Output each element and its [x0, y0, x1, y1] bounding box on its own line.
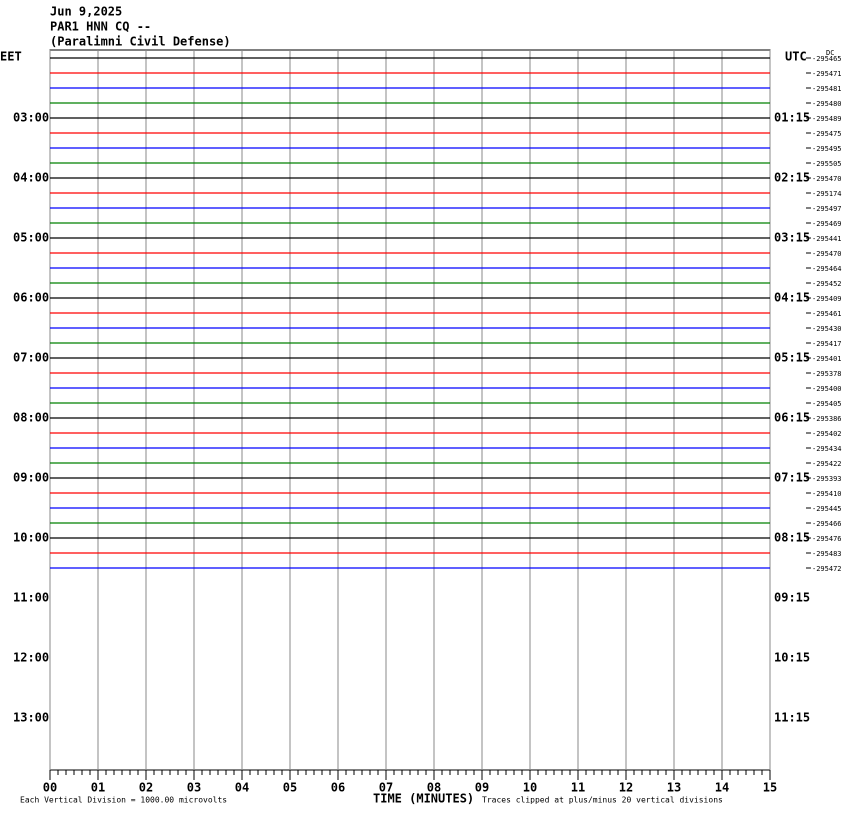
x-axis-label: TIME (MINUTES)	[373, 792, 474, 806]
trace-offset: -295393	[812, 475, 842, 483]
x-tick-label: 09	[475, 781, 489, 795]
date: Jun 9,2025	[50, 5, 122, 19]
trace-offset: -295469	[812, 220, 842, 228]
trace-offset: -295466	[812, 520, 842, 528]
trace-offset: -295402	[812, 430, 842, 438]
x-tick-label: 15	[763, 781, 777, 795]
trace-offset: -295386	[812, 415, 842, 423]
station: PAR1 HNN CQ --	[50, 20, 151, 34]
trace-offset: -295489	[812, 115, 842, 123]
trace-offset: -295405	[812, 400, 842, 408]
hour-label-left: 03:00	[13, 111, 49, 125]
trace-offset: -295470	[812, 250, 842, 258]
hour-label-left: 06:00	[13, 291, 49, 305]
hour-label-right: 07:15	[774, 471, 810, 485]
trace-offset: -295483	[812, 550, 842, 558]
x-tick-label: 07	[379, 781, 393, 795]
hour-label-left: 05:00	[13, 231, 49, 245]
hour-label-left: 12:00	[13, 651, 49, 665]
hour-label-right: 05:15	[774, 351, 810, 365]
trace-offset: -295417	[812, 340, 842, 348]
trace-offset: -295470	[812, 175, 842, 183]
trace-offset: -295400	[812, 385, 842, 393]
hour-label-right: 10:15	[774, 651, 810, 665]
x-tick-label: 11	[571, 781, 585, 795]
scale-note: Each Vertical Division = 1000.00 microvo…	[20, 796, 227, 805]
trace-offset: -295471	[812, 70, 842, 78]
x-tick-label: 03	[187, 781, 201, 795]
hour-label-right: 09:15	[774, 591, 810, 605]
trace-offset: -295401	[812, 355, 842, 363]
x-tick-label: 13	[667, 781, 681, 795]
x-tick-label: 00	[43, 781, 57, 795]
right-axis-label: UTC	[785, 50, 807, 64]
x-tick-label: 08	[427, 781, 441, 795]
left-axis-label: EET	[0, 50, 22, 64]
hour-label-right: 06:15	[774, 411, 810, 425]
hour-label-left: 10:00	[13, 531, 49, 545]
hour-label-left: 04:00	[13, 171, 49, 185]
trace-offset: -295476	[812, 535, 842, 543]
trace-offset: -295497	[812, 205, 842, 213]
hour-label-right: 11:15	[774, 711, 810, 725]
hour-label-left: 09:00	[13, 471, 49, 485]
x-tick-label: 05	[283, 781, 297, 795]
trace-offset: -295441	[812, 235, 842, 243]
trace-offset: -295495	[812, 145, 842, 153]
x-tick-label: 06	[331, 781, 345, 795]
hour-label-left: 11:00	[13, 591, 49, 605]
trace-offset: -295481	[812, 85, 842, 93]
x-tick-label: 12	[619, 781, 633, 795]
trace-offset: -295472	[812, 565, 842, 573]
trace-offset: -295505	[812, 160, 842, 168]
clip-note: Traces clipped at plus/minus 20 vertical…	[482, 796, 723, 805]
hour-label-right: 01:15	[774, 111, 810, 125]
trace-offset: -295452	[812, 280, 842, 288]
trace-offset: -295378	[812, 370, 842, 378]
hour-label-left: 07:00	[13, 351, 49, 365]
hour-label-right: 03:15	[774, 231, 810, 245]
x-tick-label: 02	[139, 781, 153, 795]
trace-offset: -295174	[812, 190, 842, 198]
trace-offset: -295464	[812, 265, 842, 273]
trace-offset: -295434	[812, 445, 842, 453]
trace-offset: -295410	[812, 490, 842, 498]
x-tick-label: 01	[91, 781, 105, 795]
trace-offset: -295465	[812, 55, 842, 63]
hour-label-left: 13:00	[13, 711, 49, 725]
trace-offset: -295445	[812, 505, 842, 513]
hour-label-right: 02:15	[774, 171, 810, 185]
hour-label-right: 08:15	[774, 531, 810, 545]
dc-label: DC	[826, 49, 834, 57]
hour-label-left: 08:00	[13, 411, 49, 425]
x-tick-label: 14	[715, 781, 729, 795]
trace-offset: -295409	[812, 295, 842, 303]
x-tick-label: 10	[523, 781, 537, 795]
location: (Paralimni Civil Defense)	[50, 35, 231, 49]
trace-offset: -295480	[812, 100, 842, 108]
hour-label-right: 04:15	[774, 291, 810, 305]
trace-offset: -295422	[812, 460, 842, 468]
plot-frame	[49, 49, 771, 771]
trace-offset: -295461	[812, 310, 842, 318]
x-tick-label: 04	[235, 781, 249, 795]
trace-offset: -295475	[812, 130, 842, 138]
trace-offset: -295430	[812, 325, 842, 333]
